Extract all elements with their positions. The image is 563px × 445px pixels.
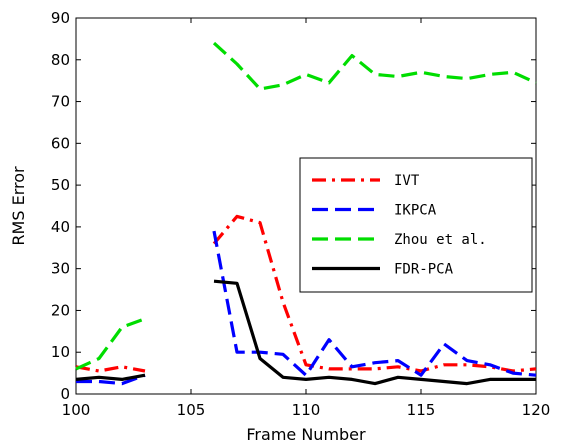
x-tick-label: 100 [62,401,91,419]
legend-label: Zhou et al. [394,232,487,248]
y-tick-label: 10 [51,343,70,361]
series-ivt [75,214,537,373]
y-tick-label: 40 [51,218,70,236]
x-tick-label: 110 [292,401,321,419]
legend: IVT IKPCA Zhou et al. FDR-PCA [299,157,533,293]
y-tick-label: 0 [60,385,70,403]
series-layer [75,41,537,386]
series-line [76,373,146,386]
y-tick-label: 70 [51,93,70,111]
series-fdr-pca [75,279,536,386]
series-line [212,41,537,91]
legend-label: IVT [394,173,420,189]
x-axis: 100 105 110 115 120 [62,18,551,419]
y-tick-label: 90 [51,9,70,27]
series-zhou-et-al [75,41,537,371]
y-tick-label: 30 [51,260,70,278]
y-tick-label: 20 [51,301,70,319]
y-axis: 0 10 20 30 40 50 60 70 80 90 [51,9,536,403]
x-tick-label: 120 [522,401,551,419]
x-tick-label: 105 [177,401,206,419]
x-tick-label: 115 [407,401,436,419]
x-axis-title: Frame Number [246,425,366,444]
series-line [75,373,146,381]
y-tick-label: 60 [51,134,70,152]
y-tick-label: 50 [51,176,70,194]
series-line [75,317,146,371]
series-line [212,230,537,377]
legend-label: IKPCA [394,203,437,219]
legend-label: FDR-PCA [394,262,454,278]
series-line [75,365,146,373]
y-tick-label: 80 [51,51,70,69]
series-ikpca [76,230,537,386]
series-line [213,279,536,386]
y-axis-title: RMS Error [9,166,28,246]
series-line [212,214,537,373]
